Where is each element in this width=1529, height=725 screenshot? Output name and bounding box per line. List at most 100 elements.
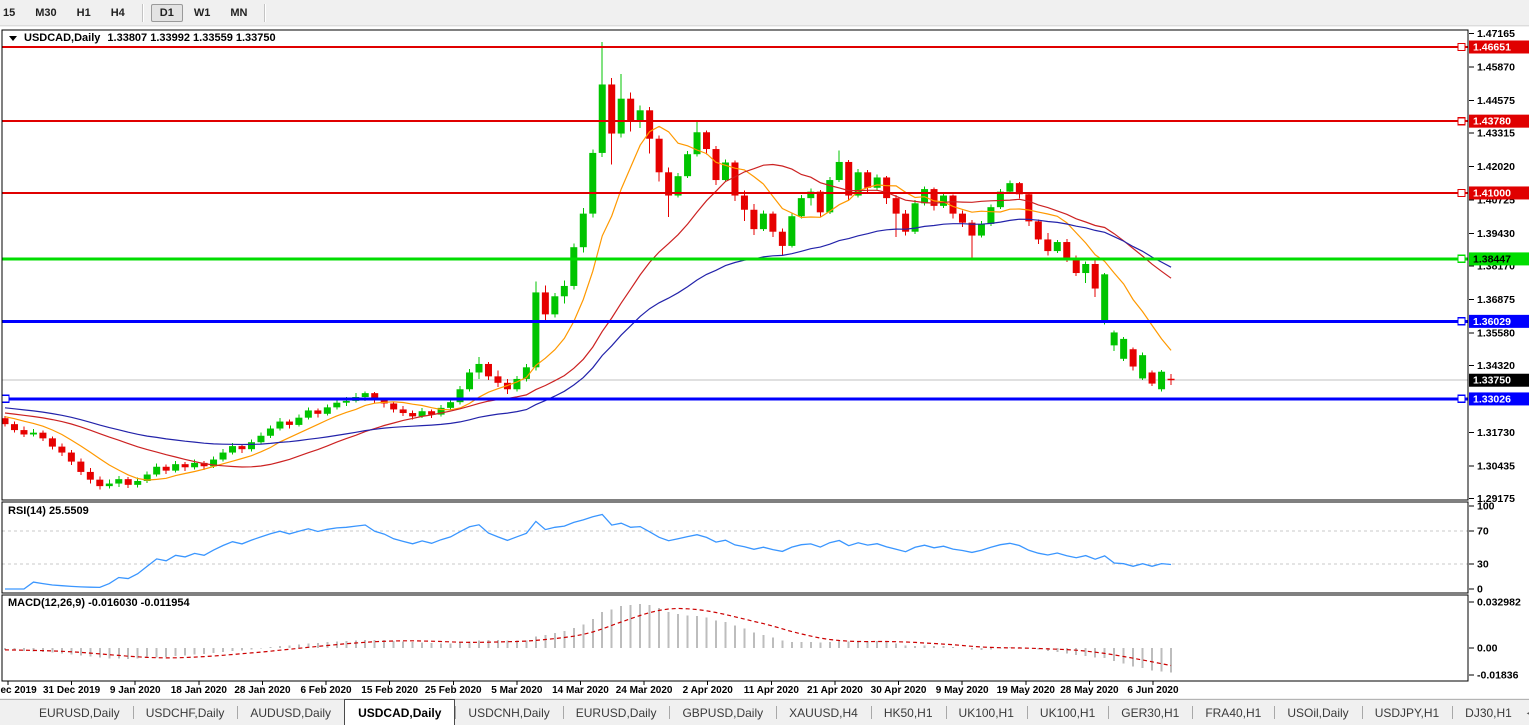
symbol-tab-GER30-H1[interactable]: GER30,H1 xyxy=(1108,700,1192,725)
svg-text:1.47165: 1.47165 xyxy=(1477,28,1515,40)
symbol-tab-USDJPY-H1[interactable]: USDJPY,H1 xyxy=(1361,700,1452,725)
macd-indicator-label: MACD(12,26,9) -0.016030 -0.011954 xyxy=(8,597,190,609)
timeframe-button-MN[interactable]: MN xyxy=(230,6,248,19)
svg-text:21 Apr 2020: 21 Apr 2020 xyxy=(807,685,863,696)
price-tag xyxy=(1469,186,1529,200)
symbol-tab-AUDUSD-Daily[interactable]: AUDUSD,Daily xyxy=(237,700,344,725)
timeframe-button-H1[interactable]: H1 xyxy=(76,6,91,19)
symbol-tab-USOil-Daily[interactable]: USOil,Daily xyxy=(1274,700,1361,725)
price-tag xyxy=(1469,314,1529,328)
rsi-pane-border xyxy=(1,501,1469,594)
hline-marker[interactable] xyxy=(1457,188,1466,198)
svg-text:9 Jan 2020: 9 Jan 2020 xyxy=(110,685,161,696)
price-tag xyxy=(1469,373,1529,387)
tab-scroll-left-icon[interactable]: ◄ xyxy=(1525,708,1529,718)
svg-text:25 Feb 2020: 25 Feb 2020 xyxy=(425,685,482,696)
chart-title: USDCAD,Daily 1.33807 1.33992 1.33559 1.3… xyxy=(9,32,276,44)
toolbar-separator xyxy=(264,3,266,22)
timeframe-button-W1[interactable]: W1 xyxy=(193,6,211,19)
tab-divider xyxy=(945,706,947,719)
svg-text:1.43780: 1.43780 xyxy=(1473,116,1511,128)
hline-marker[interactable] xyxy=(1457,394,1466,404)
moving-average-sma21 xyxy=(4,163,1172,468)
symbol-tab-GBPUSD-Daily[interactable]: GBPUSD,Daily xyxy=(669,700,776,725)
chart-area[interactable]: 1.471651.458701.445751.433151.420201.407… xyxy=(0,0,1529,699)
price-tag xyxy=(1469,392,1529,406)
tab-divider xyxy=(237,706,239,719)
symbol-tab-EURUSD-Daily[interactable]: EURUSD,Daily xyxy=(39,705,120,720)
symbol-tab-USDCHF-Daily[interactable]: USDCHF,Daily xyxy=(132,700,238,725)
chart-ohlc-values: 1.33807 1.33992 1.33559 1.33750 xyxy=(107,32,276,44)
timeframe-toolbar: 15 M30 H1 H4 D1 W1 MN xyxy=(0,0,1529,26)
svg-text:1.33750: 1.33750 xyxy=(1473,375,1511,387)
symbol-dropdown-icon[interactable] xyxy=(9,35,17,41)
svg-text:9 May 2020: 9 May 2020 xyxy=(936,685,989,696)
tab-divider xyxy=(1192,706,1194,719)
main-pane-border xyxy=(1,29,1469,501)
svg-text:70: 70 xyxy=(1477,525,1489,537)
macd-histogram xyxy=(4,604,1173,673)
svg-text:1.34320: 1.34320 xyxy=(1477,360,1515,372)
tab-divider xyxy=(1108,706,1110,719)
svg-text:30 Apr 2020: 30 Apr 2020 xyxy=(871,685,927,696)
svg-text:1.33026: 1.33026 xyxy=(1473,393,1511,405)
tab-divider xyxy=(1274,706,1276,719)
svg-text:5 Mar 2020: 5 Mar 2020 xyxy=(491,685,543,696)
svg-text:21 Dec 2019: 21 Dec 2019 xyxy=(0,685,37,696)
svg-text:19 May 2020: 19 May 2020 xyxy=(997,685,1056,696)
moving-average-sma8 xyxy=(4,125,1172,481)
symbol-tab-EURUSD-Daily[interactable]: EURUSD,Daily xyxy=(562,700,670,725)
timeframe-button-H4[interactable]: H4 xyxy=(110,6,125,19)
svg-text:1.36029: 1.36029 xyxy=(1473,316,1511,328)
tab-divider xyxy=(455,706,457,719)
timeframe-button-M30[interactable]: M30 xyxy=(35,6,57,19)
symbol-tab-UK100-H1[interactable]: UK100,H1 xyxy=(1026,700,1108,725)
svg-text:1.38447: 1.38447 xyxy=(1473,253,1511,265)
timeframe-button-15[interactable]: 15 xyxy=(3,6,16,19)
symbol-tabbar: EURUSD,Daily USDCHF,Daily AUDUSD,Daily USDC… xyxy=(0,699,1529,725)
symbol-tab-XAUUSD-H4[interactable]: XAUUSD,H4 xyxy=(776,700,871,725)
svg-text:0: 0 xyxy=(1477,584,1483,596)
chart-symbol-label: USDCAD,Daily xyxy=(24,32,101,44)
candlestick-series xyxy=(1,41,1175,490)
svg-text:1.44575: 1.44575 xyxy=(1477,95,1515,107)
svg-text:24 Mar 2020: 24 Mar 2020 xyxy=(616,685,673,696)
date-axis: 21 Dec 2019 31 Dec 2019 9 Jan 2020 18 Jan 2… xyxy=(0,681,1179,696)
symbol-tab-UK100-H1[interactable]: UK100,H1 xyxy=(945,700,1027,725)
svg-text:-0.01836: -0.01836 xyxy=(1477,670,1519,682)
tab-divider xyxy=(562,706,564,719)
macd-signal-line xyxy=(4,607,1172,667)
svg-text:1.46651: 1.46651 xyxy=(1473,41,1511,53)
symbol-tab-HK50-H1[interactable]: HK50,H1 xyxy=(870,700,946,725)
svg-text:28 Jan 2020: 28 Jan 2020 xyxy=(234,685,291,696)
svg-text:1.29175: 1.29175 xyxy=(1477,493,1515,505)
tab-divider xyxy=(1361,706,1363,719)
hline-marker[interactable] xyxy=(1457,42,1466,52)
symbol-tab-FRA40-H1[interactable]: FRA40,H1 xyxy=(1192,700,1274,725)
chart-background xyxy=(0,27,1529,698)
svg-text:1.42020: 1.42020 xyxy=(1477,161,1515,173)
svg-text:2 Apr 2020: 2 Apr 2020 xyxy=(683,685,734,696)
svg-text:14 Mar 2020: 14 Mar 2020 xyxy=(552,685,609,696)
timeframe-button-D1[interactable]: D1 xyxy=(150,3,183,22)
tab-divider xyxy=(132,706,134,719)
svg-text:1.43315: 1.43315 xyxy=(1477,128,1515,140)
tab-divider xyxy=(1452,706,1454,719)
symbol-tab-DJ30-H1[interactable]: DJ30,H1 xyxy=(1452,700,1525,725)
svg-text:11 Apr 2020: 11 Apr 2020 xyxy=(744,685,800,696)
hline-marker[interactable] xyxy=(1457,116,1466,126)
svg-text:1.30435: 1.30435 xyxy=(1477,460,1515,472)
svg-text:15 Feb 2020: 15 Feb 2020 xyxy=(361,685,418,696)
hline-marker[interactable] xyxy=(1457,254,1466,264)
symbol-tab-USDCNH-Daily[interactable]: USDCNH,Daily xyxy=(455,700,562,725)
svg-text:31 Dec 2019: 31 Dec 2019 xyxy=(43,685,101,696)
tab-divider xyxy=(776,706,778,719)
tab-divider xyxy=(669,706,671,719)
hline-marker[interactable] xyxy=(1,394,10,404)
svg-text:1.41000: 1.41000 xyxy=(1473,187,1511,199)
svg-text:1.36875: 1.36875 xyxy=(1477,294,1515,306)
symbol-tab-USDCAD-Daily[interactable]: USDCAD,Daily xyxy=(344,699,456,725)
hline-marker[interactable] xyxy=(1457,317,1466,326)
svg-text:6 Feb 2020: 6 Feb 2020 xyxy=(300,685,352,696)
svg-text:6 Jun 2020: 6 Jun 2020 xyxy=(1127,685,1179,696)
